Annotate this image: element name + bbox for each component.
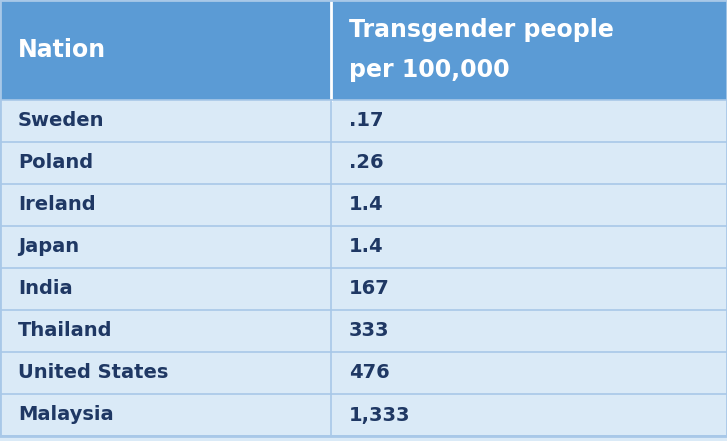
Bar (0, 100, 331, 142)
Bar (0, 394, 331, 436)
Bar (0, 352, 331, 394)
Text: 1,333: 1,333 (349, 406, 410, 425)
Bar (331, 100, 727, 142)
Bar (331, 352, 727, 394)
Text: Poland: Poland (18, 153, 93, 172)
Text: 167: 167 (349, 280, 390, 299)
Text: Sweden: Sweden (18, 112, 105, 131)
Bar (331, 394, 727, 436)
Bar (331, 226, 727, 268)
Bar (0, 226, 331, 268)
Text: .17: .17 (349, 112, 383, 131)
Text: Malaysia: Malaysia (18, 406, 113, 425)
Bar (331, 310, 727, 352)
Bar (331, 0, 727, 100)
Bar (0, 184, 331, 226)
Text: 1.4: 1.4 (349, 238, 383, 257)
Text: .26: .26 (349, 153, 383, 172)
Text: Thailand: Thailand (18, 321, 113, 340)
Text: 476: 476 (349, 363, 390, 382)
Bar (0, 310, 331, 352)
Text: Japan: Japan (18, 238, 79, 257)
Text: 1.4: 1.4 (349, 195, 383, 214)
Bar (0, 0, 331, 100)
Text: India: India (18, 280, 73, 299)
Text: Transgender people
per 100,000: Transgender people per 100,000 (349, 19, 614, 82)
Text: Ireland: Ireland (18, 195, 96, 214)
Text: United States: United States (18, 363, 169, 382)
Bar (0, 268, 331, 310)
Bar (0, 142, 331, 184)
Bar (331, 184, 727, 226)
Bar (331, 268, 727, 310)
Bar (331, 142, 727, 184)
Text: Nation: Nation (18, 38, 106, 62)
Text: 333: 333 (349, 321, 389, 340)
